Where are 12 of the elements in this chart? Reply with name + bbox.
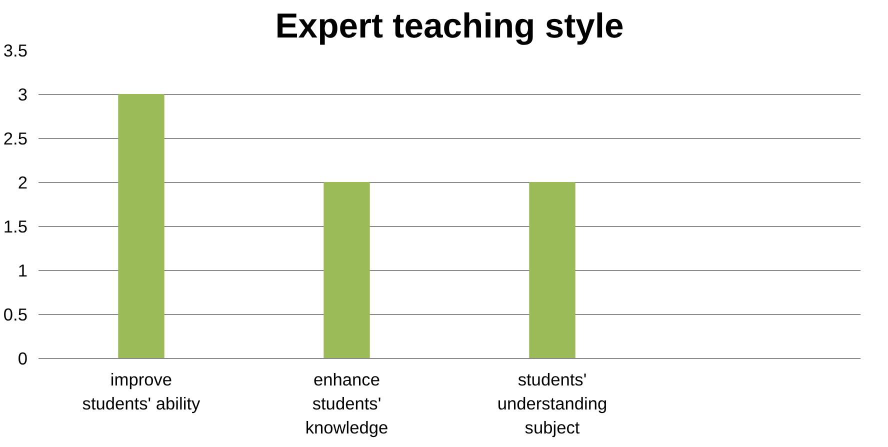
chart-title: Expert teaching style xyxy=(275,8,624,46)
x-tick-label: students' understanding subject xyxy=(497,370,608,438)
y-tick-label: 1.5 xyxy=(3,216,28,236)
y-tick-label: 1 xyxy=(18,260,28,280)
x-tick-label: improve students' ability xyxy=(82,370,201,414)
y-tick-label: 3.5 xyxy=(3,40,28,60)
y-tick-label: 0.5 xyxy=(3,304,28,324)
y-tick-label: 0 xyxy=(18,348,28,368)
y-tick-label: 2 xyxy=(18,172,28,192)
y-tick-label: 2.5 xyxy=(3,128,28,148)
x-tick-label: enhance students' knowledge xyxy=(305,370,388,438)
y-tick-label: 3 xyxy=(18,84,28,104)
